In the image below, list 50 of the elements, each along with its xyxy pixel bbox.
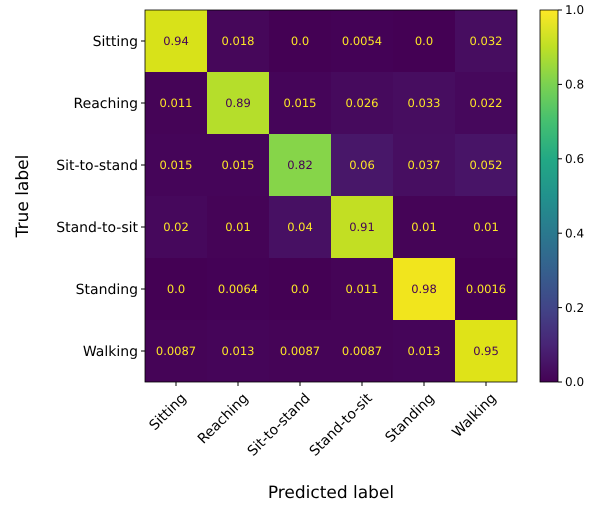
- data-label: 0.0087: [156, 344, 196, 358]
- data-label: 0.0087: [280, 344, 320, 358]
- data-label: 0.022: [470, 96, 502, 110]
- data-label: 0.011: [346, 282, 378, 296]
- data-label: 0.98: [411, 282, 437, 296]
- y-tick-label: Reaching: [73, 96, 138, 112]
- data-label: 0.95: [473, 344, 499, 358]
- data-label: 0.013: [222, 344, 254, 358]
- data-label: 0.06: [349, 158, 375, 172]
- data-label: 0.0: [290, 282, 310, 296]
- y-tick-label: Standing: [76, 282, 138, 298]
- color-bar-label: 0.0: [565, 375, 584, 390]
- data-label: 0.052: [470, 158, 502, 172]
- data-label: 0.01: [225, 220, 251, 234]
- y-tick-label: Sit-to-stand: [56, 158, 138, 174]
- data-label: 0.0: [414, 34, 434, 48]
- data-label: 0.89: [225, 96, 251, 110]
- data-label: 0.013: [408, 344, 440, 358]
- data-label: 0.82: [287, 158, 313, 172]
- data-label: 0.01: [411, 220, 437, 234]
- data-label: 0.026: [346, 96, 378, 110]
- data-label: 0.01: [473, 220, 499, 234]
- data-label: 0.018: [222, 34, 254, 48]
- color-bar-label: 1.0: [565, 3, 584, 18]
- data-label: 0.015: [284, 96, 316, 110]
- data-label: 0.015: [160, 158, 192, 172]
- data-label: 0.0: [290, 34, 310, 48]
- color-bar-label: 0.6: [565, 152, 584, 166]
- data-label: 0.0087: [342, 344, 382, 358]
- data-label: 0.0054: [342, 34, 382, 48]
- data-label: 0.0064: [218, 282, 258, 296]
- data-label: 0.0: [166, 282, 186, 296]
- y-tick-label: Walking: [82, 344, 138, 360]
- data-label: 0.015: [222, 158, 254, 172]
- color-bar-label: 0.4: [565, 226, 584, 240]
- x-axis-title: Predicted label: [268, 483, 394, 503]
- data-label: 0.033: [408, 96, 440, 110]
- y-tick-label: Stand-to-sit: [56, 220, 139, 236]
- y-axis-title: True label: [13, 154, 33, 238]
- color-bar-label: 0.8: [565, 78, 584, 92]
- y-tick-label: Sitting: [92, 34, 138, 50]
- data-label: 0.94: [163, 34, 189, 48]
- data-label: 0.91: [349, 220, 375, 234]
- data-label: 0.02: [163, 220, 189, 234]
- data-label: 0.037: [408, 158, 440, 172]
- color-bar-label: 0.2: [565, 300, 584, 315]
- data-label: 0.011: [160, 96, 192, 110]
- data-label: 0.04: [287, 220, 313, 234]
- data-label: 0.032: [470, 34, 502, 48]
- data-label: 0.0016: [466, 282, 506, 296]
